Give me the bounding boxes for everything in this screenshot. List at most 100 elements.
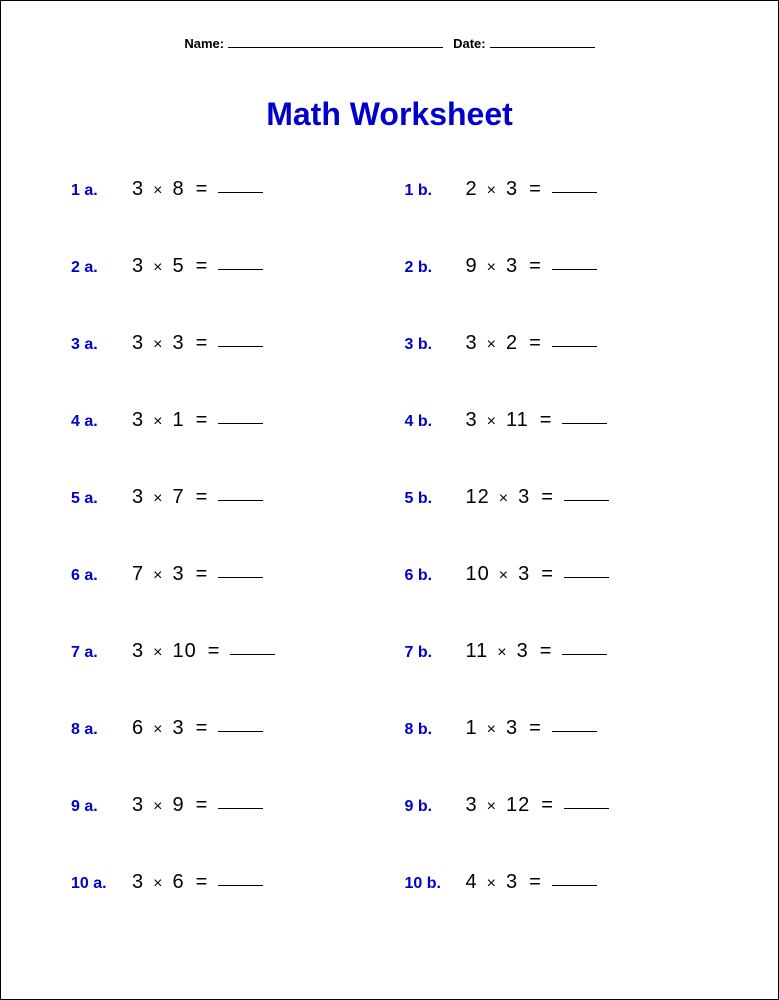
problem-row: 2 a.3×5=: [71, 255, 395, 285]
problem-expression: 4×3=: [463, 871, 597, 894]
operand-b: 3: [172, 717, 184, 740]
problem-label: 4 a.: [71, 413, 129, 431]
answer-input-line[interactable]: [218, 808, 263, 809]
operand-a: 3: [466, 332, 478, 355]
problem-label: 9 a.: [71, 798, 129, 816]
times-icon: ×: [487, 798, 497, 816]
operand-a: 3: [132, 871, 144, 894]
problem-row: 1 b.2×3=: [405, 178, 729, 208]
equals-sign: =: [541, 794, 554, 817]
answer-input-line[interactable]: [552, 192, 597, 193]
equals-sign: =: [529, 717, 542, 740]
times-icon: ×: [153, 567, 163, 585]
problems-column-right: 1 b.2×3=2 b.9×3=3 b.3×2=4 b.3×11=5 b.12×…: [395, 178, 729, 948]
equals-sign: =: [196, 178, 209, 201]
problem-row: 7 b.11×3=: [405, 640, 729, 670]
answer-input-line[interactable]: [552, 346, 597, 347]
date-input-line[interactable]: [490, 47, 595, 48]
operand-a: 3: [132, 486, 144, 509]
problem-label: 8 a.: [71, 721, 129, 739]
answer-input-line[interactable]: [564, 577, 609, 578]
operand-a: 3: [132, 178, 144, 201]
operand-b: 3: [506, 717, 518, 740]
problem-expression: 6 × 3 =: [129, 717, 263, 740]
answer-input-line[interactable]: [552, 731, 597, 732]
problem-row: 7 a.3×10=: [71, 640, 395, 670]
problem-label: 1 b.: [405, 182, 463, 200]
equals-sign: =: [196, 486, 209, 509]
name-field: Name:: [184, 36, 443, 51]
problem-expression: 3×5=: [129, 255, 263, 278]
name-label: Name:: [184, 36, 224, 51]
operand-a: 1: [466, 717, 478, 740]
answer-input-line[interactable]: [552, 885, 597, 886]
answer-input-line[interactable]: [218, 423, 263, 424]
operand-a: 9: [466, 255, 478, 278]
problem-row: 3 a.3×3=: [71, 332, 395, 362]
equals-sign: =: [196, 717, 209, 740]
operand-b: 3: [506, 871, 518, 894]
problem-expression: 10×3=: [463, 563, 609, 586]
problem-label: 1 a.: [71, 182, 129, 200]
answer-input-line[interactable]: [218, 885, 263, 886]
problem-expression: 9×3=: [463, 255, 597, 278]
times-icon: ×: [153, 490, 163, 508]
operand-b: 11: [506, 409, 529, 432]
equals-sign: =: [541, 563, 554, 586]
answer-input-line[interactable]: [562, 423, 607, 424]
problem-label: 7 a.: [71, 644, 129, 662]
problem-row: 6 a.7×3=: [71, 563, 395, 593]
problem-expression: 2×3=: [463, 178, 597, 201]
operand-b: 10: [172, 640, 196, 663]
problem-expression: 7×3=: [129, 563, 263, 586]
operand-b: 8: [172, 178, 184, 201]
times-icon: ×: [497, 644, 507, 662]
equals-sign: =: [540, 409, 553, 432]
times-icon: ×: [153, 721, 163, 739]
problem-expression: 3×12=: [463, 794, 609, 817]
answer-input-line[interactable]: [230, 654, 275, 655]
operand-a: 3: [466, 409, 478, 432]
operand-a: 6: [132, 717, 144, 740]
equals-sign: =: [208, 640, 221, 663]
operand-b: 6: [172, 871, 184, 894]
operand-a: 7: [132, 563, 144, 586]
answer-input-line[interactable]: [218, 346, 263, 347]
operand-b: 2: [506, 332, 518, 355]
name-input-line[interactable]: [228, 47, 443, 48]
operand-a: 11: [466, 640, 489, 663]
problem-expression: 3×6=: [129, 871, 263, 894]
operand-b: 1: [172, 409, 184, 432]
answer-input-line[interactable]: [218, 731, 263, 732]
answer-input-line[interactable]: [564, 500, 609, 501]
header-fields: Name: Date:: [51, 36, 728, 51]
problem-label: 2 a.: [71, 259, 129, 277]
answer-input-line[interactable]: [564, 808, 609, 809]
operand-a: 4: [466, 871, 478, 894]
answer-input-line[interactable]: [218, 192, 263, 193]
operand-a: 2: [466, 178, 478, 201]
equals-sign: =: [196, 563, 209, 586]
operand-b: 3: [518, 563, 530, 586]
problem-row: 10 b.4×3=: [405, 871, 729, 901]
problem-expression: 11×3=: [463, 640, 608, 663]
answer-input-line[interactable]: [562, 654, 607, 655]
answer-input-line[interactable]: [552, 269, 597, 270]
answer-input-line[interactable]: [218, 500, 263, 501]
equals-sign: =: [196, 871, 209, 894]
equals-sign: =: [196, 794, 209, 817]
problem-expression: 3×10=: [129, 640, 275, 663]
problem-row: 9 b.3×12=: [405, 794, 729, 824]
answer-input-line[interactable]: [218, 269, 263, 270]
equals-sign: =: [196, 332, 209, 355]
problem-expression: 3×7=: [129, 486, 263, 509]
worksheet-title: Math Worksheet: [51, 96, 728, 133]
problem-expression: 1 × 3 =: [463, 717, 597, 740]
problem-label: 2 b.: [405, 259, 463, 277]
operand-a: 3: [132, 332, 144, 355]
problem-row: 2 b.9×3=: [405, 255, 729, 285]
times-icon: ×: [487, 721, 497, 739]
answer-input-line[interactable]: [218, 577, 263, 578]
problem-row: 3 b.3×2=: [405, 332, 729, 362]
times-icon: ×: [153, 336, 163, 354]
